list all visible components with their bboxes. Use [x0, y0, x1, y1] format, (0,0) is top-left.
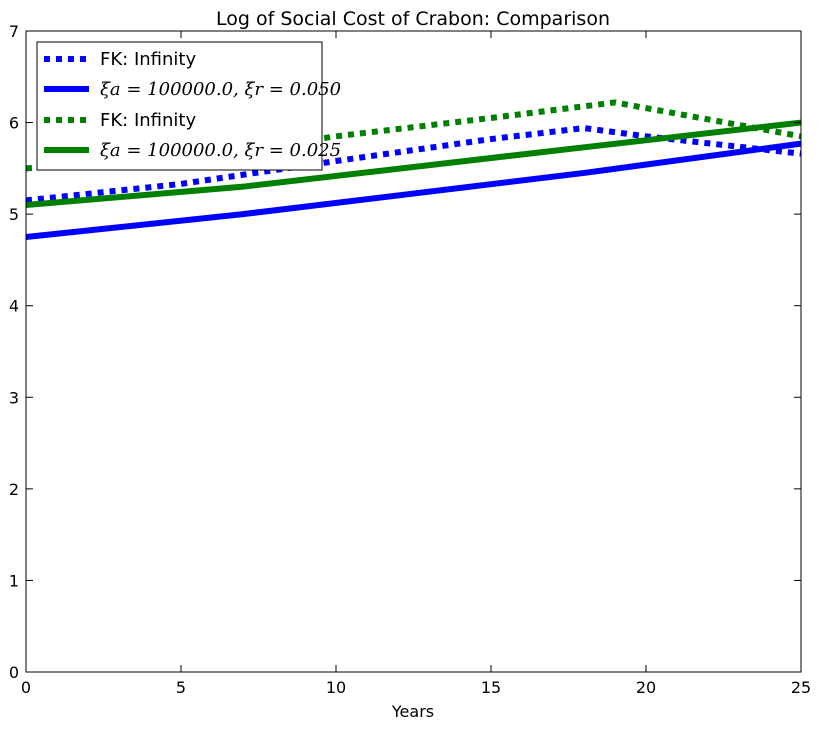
legend-label: FK: Infinity [100, 110, 196, 131]
series-dotted-line-0 [25, 125, 802, 204]
y-tick-label: 6 [9, 114, 19, 133]
chart-title: Log of Social Cost of Crabon: Comparison [216, 8, 610, 30]
x-tick-label: 0 [21, 678, 31, 697]
legend-label: ξa = 100000.0, ξr = 0.025 [100, 140, 341, 161]
legend: FK: Infinity ξa = 100000.0, ξr = 0.050 FK:… [36, 41, 341, 171]
legend-label: ξa = 100000.0, ξr = 0.050 [100, 79, 341, 100]
y-tick-label: 0 [9, 663, 19, 682]
plot-frame [25, 30, 802, 673]
series-solid-line-3 [25, 119, 802, 208]
y-tick-label: 4 [9, 297, 19, 316]
legend-label: FK: Infinity [100, 49, 196, 70]
series-solid-line-1 [25, 140, 802, 241]
x-tick-label: 5 [176, 678, 186, 697]
axis-layer: 0 5 10 15 20 25 0 1 2 3 4 5 6 7 [9, 22, 811, 697]
series-dotted-line-2 [25, 99, 802, 172]
y-tick-label: 3 [9, 388, 19, 407]
x-tick-label: 20 [636, 678, 656, 697]
y-tick-label: 1 [9, 571, 19, 590]
y-tick-label: 7 [9, 22, 19, 41]
y-tick-label: 5 [9, 205, 19, 224]
series-layer [25, 99, 802, 241]
x-axis-label: Years [391, 702, 434, 721]
x-tick-label: 10 [326, 678, 346, 697]
x-tick-label: 25 [791, 678, 811, 697]
x-tick-label: 15 [481, 678, 501, 697]
y-tick-label: 2 [9, 480, 19, 499]
